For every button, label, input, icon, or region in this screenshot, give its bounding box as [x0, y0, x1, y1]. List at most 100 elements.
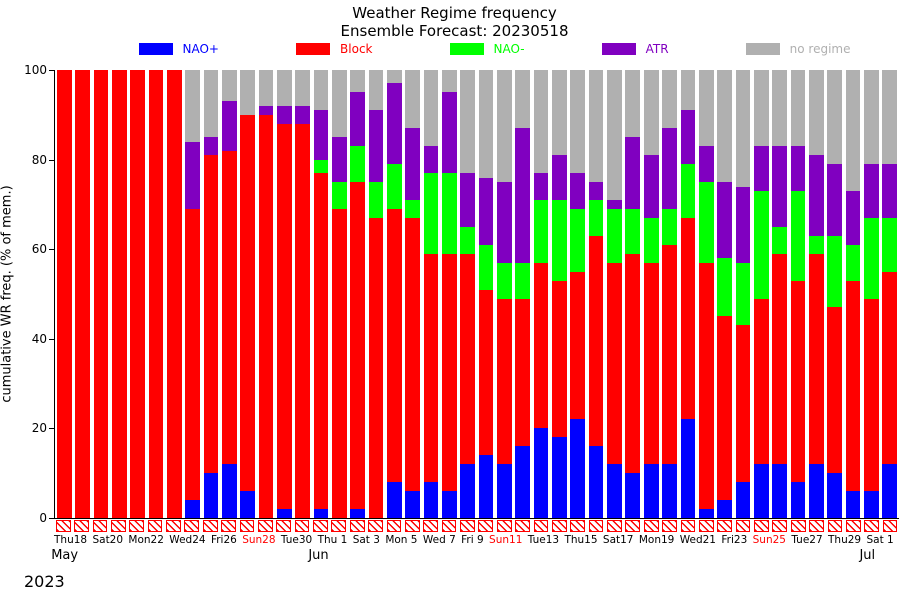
legend-label: NAO+ — [183, 42, 219, 56]
bar-segment-nao_minus — [552, 200, 567, 281]
stacked-bar — [644, 70, 659, 518]
bars-container — [55, 70, 899, 518]
bar-segment-no_regime — [424, 70, 439, 146]
bar-segment-nao_minus — [589, 200, 604, 236]
obs-slot — [826, 520, 844, 532]
bar-segment-no_regime — [479, 70, 494, 178]
bar-slot — [459, 70, 477, 518]
obs-regime-marker — [184, 520, 199, 532]
stacked-bar — [882, 70, 897, 518]
bar-segment-block — [589, 236, 604, 447]
bar-slot — [440, 70, 458, 518]
obs-regime-marker — [736, 520, 751, 532]
bar-segment-no_regime — [570, 70, 585, 173]
stacked-bar — [350, 70, 365, 518]
bar-segment-atr — [442, 92, 457, 173]
bar-segment-no_regime — [607, 70, 622, 200]
bar-segment-atr — [479, 178, 494, 245]
bar-segment-nao_minus — [314, 160, 329, 173]
obs-regime-marker — [754, 520, 769, 532]
bar-slot — [697, 70, 715, 518]
obs-regime-marker — [148, 520, 163, 532]
obs-slot — [569, 520, 587, 532]
chart-title: Weather Regime frequency — [0, 4, 909, 22]
obs-regime-marker — [809, 520, 824, 532]
obs-regime-marker — [93, 520, 108, 532]
bar-segment-nao_minus — [332, 182, 347, 209]
bar-segment-nao_minus — [699, 182, 714, 263]
bar-segment-atr — [204, 137, 219, 155]
obs-slot — [72, 520, 90, 532]
stacked-bar — [240, 70, 255, 518]
stacked-bar — [57, 70, 72, 518]
bar-segment-block — [864, 299, 879, 492]
obs-regime-marker — [828, 520, 843, 532]
bar-segment-no_regime — [497, 70, 512, 182]
bar-segment-nao_plus — [204, 473, 219, 518]
bar-segment-block — [736, 325, 751, 482]
bar-slot — [183, 70, 201, 518]
bar-segment-block — [846, 281, 861, 492]
obs-regime-marker — [129, 520, 144, 532]
obs-regime-marker — [864, 520, 879, 532]
bar-segment-nao_plus — [185, 500, 200, 518]
bar-slot — [770, 70, 788, 518]
bar-segment-nao_plus — [754, 464, 769, 518]
bar-slot — [55, 70, 73, 518]
stacked-bar — [460, 70, 475, 518]
bar-segment-block — [662, 245, 677, 465]
legend-swatch — [746, 43, 780, 55]
bar-segment-block — [369, 218, 384, 518]
bar-slot — [110, 70, 128, 518]
bar-segment-nao_plus — [460, 464, 475, 518]
stacked-bar — [827, 70, 842, 518]
bar-slot — [495, 70, 513, 518]
bar-segment-nao_plus — [699, 509, 714, 518]
bar-segment-no_regime — [442, 70, 457, 92]
bar-segment-no_regime — [717, 70, 732, 182]
bar-slot — [514, 70, 532, 518]
obs-regime-marker — [276, 520, 291, 532]
bar-segment-block — [442, 254, 457, 491]
obs-regime-marker — [515, 520, 530, 532]
obs-slot — [697, 520, 715, 532]
bar-segment-block — [772, 254, 787, 465]
bar-segment-atr — [534, 173, 549, 200]
bar-segment-no_regime — [736, 70, 751, 186]
obs-regime-marker — [681, 520, 696, 532]
bar-slot — [807, 70, 825, 518]
bar-segment-block — [405, 218, 420, 491]
bar-slot — [477, 70, 495, 518]
stacked-bar — [332, 70, 347, 518]
bar-segment-atr — [754, 146, 769, 191]
bar-segment-nao_plus — [681, 419, 696, 518]
bar-segment-no_regime — [644, 70, 659, 155]
bar-slot — [605, 70, 623, 518]
obs-slot — [366, 520, 384, 532]
bar-segment-block — [350, 182, 365, 509]
legend-label: NAO- — [494, 42, 525, 56]
obs-slot — [679, 520, 697, 532]
month-label: Jul — [859, 548, 875, 563]
bar-segment-block — [94, 70, 109, 518]
bar-slot — [789, 70, 807, 518]
bar-segment-block — [809, 254, 824, 465]
legend-label: ATR — [646, 42, 669, 56]
stacked-bar — [809, 70, 824, 518]
obs-regime-marker — [203, 520, 218, 532]
obs-regime-marker — [460, 520, 475, 532]
obs-slot — [91, 520, 109, 532]
bar-segment-block — [277, 124, 292, 509]
obs-slot — [624, 520, 642, 532]
y-tick — [49, 160, 55, 161]
obs-regime-marker — [166, 520, 181, 532]
bar-segment-block — [607, 263, 622, 465]
bar-segment-atr — [295, 106, 310, 124]
bar-slot — [293, 70, 311, 518]
stacked-bar — [204, 70, 219, 518]
bar-segment-no_regime — [552, 70, 567, 155]
bar-segment-no_regime — [681, 70, 696, 110]
bar-segment-block — [644, 263, 659, 465]
bar-segment-atr — [681, 110, 696, 164]
bar-segment-no_regime — [846, 70, 861, 191]
